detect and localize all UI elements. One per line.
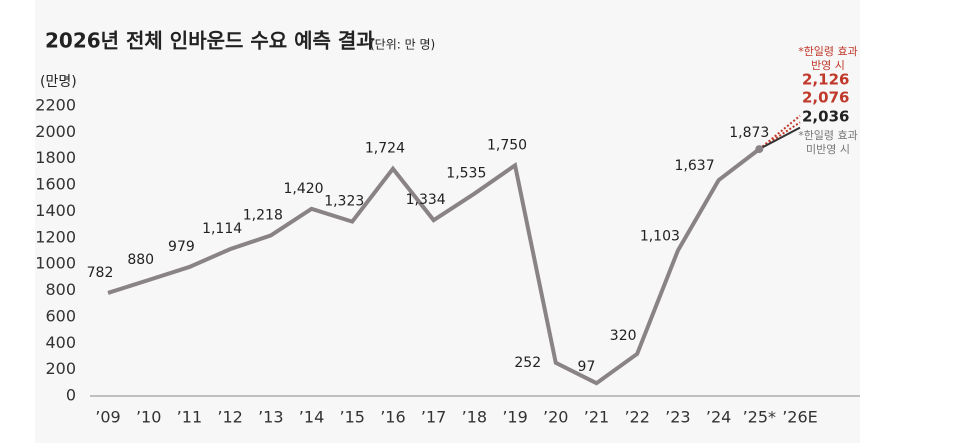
data-label: 1,103 <box>640 229 680 245</box>
x-tick-label: ’24 <box>706 408 731 427</box>
data-label: 1,873 <box>729 125 769 141</box>
y-tick-label: 1000 <box>35 254 76 273</box>
x-tick-label: ’13 <box>258 408 283 427</box>
data-label: 782 <box>87 265 114 281</box>
data-label: 1,334 <box>406 192 446 208</box>
y-axis-label: (만명) <box>40 74 77 90</box>
data-label: 1,637 <box>675 158 715 174</box>
annotation: 미반영 시 <box>806 143 850 156</box>
data-label: 1,724 <box>365 141 405 157</box>
chart-title: 2026년 전체 인바운드 수요 예측 결과 <box>45 29 375 53</box>
annotation: *한일령 효과 <box>798 44 858 58</box>
annotation: *한일령 효과 <box>798 128 858 142</box>
data-label: 1,323 <box>324 194 364 210</box>
chart-subtitle: (단위: 만 명) <box>370 38 435 52</box>
data-label: 2,076 <box>802 89 849 107</box>
x-tick-label: ’11 <box>177 408 202 427</box>
data-label: 252 <box>514 355 541 371</box>
point-marker <box>755 145 764 154</box>
y-tick-label: 1800 <box>35 148 76 167</box>
data-label: 1,535 <box>446 166 486 182</box>
data-label: 979 <box>168 239 195 255</box>
y-tick-label: 600 <box>45 306 76 325</box>
chart-background <box>35 0 860 443</box>
x-tick-label: ’26E <box>782 408 818 427</box>
annotation: 반영 시 <box>811 59 845 72</box>
y-tick-label: 2000 <box>35 122 76 141</box>
data-label: 2,036 <box>802 108 849 126</box>
series-line <box>758 126 801 150</box>
x-tick-label: ’17 <box>421 408 446 427</box>
x-tick-label: ’18 <box>462 408 487 427</box>
x-tick-label: ’20 <box>543 408 568 427</box>
x-tick-label: ’10 <box>136 408 161 427</box>
data-label: 97 <box>578 359 596 375</box>
data-label: 2,126 <box>802 71 849 89</box>
y-tick-label: 0 <box>66 386 76 405</box>
series-line <box>107 147 761 386</box>
x-tick-label: ’16 <box>380 408 405 427</box>
data-label: 1,218 <box>243 207 283 223</box>
x-tick-label: ’09 <box>95 408 120 427</box>
x-tick-label: ’14 <box>299 408 324 427</box>
x-tick-label: ’19 <box>502 408 527 427</box>
y-tick-label: 400 <box>45 333 76 352</box>
y-tick-label: 800 <box>45 280 76 299</box>
data-label: 880 <box>127 252 154 268</box>
y-tick-label: 1600 <box>35 175 76 194</box>
x-tick-label: ’21 <box>584 408 609 427</box>
x-tick-label: ’12 <box>217 408 242 427</box>
y-tick-label: 200 <box>45 359 76 378</box>
x-tick-label: ’22 <box>624 408 649 427</box>
y-tick-label: 1400 <box>35 201 76 220</box>
x-tick-label: ’25* <box>743 408 776 427</box>
y-tick-label: 2200 <box>35 96 76 115</box>
data-label: 1,750 <box>487 137 527 153</box>
y-tick-label: 1200 <box>35 227 76 246</box>
x-tick-label: ’23 <box>665 408 690 427</box>
data-label: 1,420 <box>283 181 323 197</box>
data-label: 1,114 <box>202 221 242 237</box>
data-label: 320 <box>610 328 637 344</box>
x-tick-label: ’15 <box>340 408 365 427</box>
